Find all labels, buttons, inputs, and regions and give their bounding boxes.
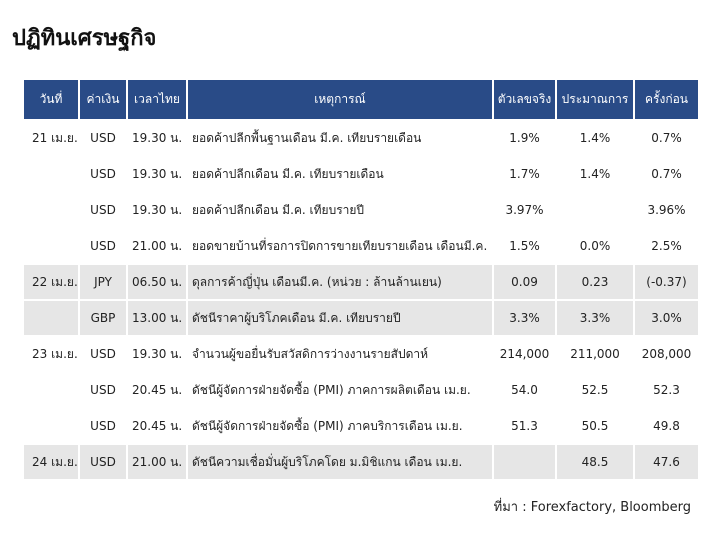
forecast-cell: 1.4% <box>555 155 635 193</box>
date-cell <box>22 191 80 229</box>
header-row: วันที่ ค่าเงิน เวลาไทย เหตุการณ์ ตัวเลขจริงป… <box>22 80 700 121</box>
header-cell: ประมาณการ <box>555 80 635 121</box>
header-cell: วันที่ <box>22 80 80 121</box>
forecast-cell: 0.0% <box>555 227 635 265</box>
header-cell: ค่าเงิน <box>78 80 128 121</box>
title: ปฏิทินเศรษฐกิจ <box>12 26 157 51</box>
date-cell: 21 เม.ย. <box>22 119 80 157</box>
currency-cell: USD <box>78 191 128 229</box>
forecast-cell: 52.5 <box>555 371 635 409</box>
previous-cell: 52.3 <box>633 371 700 409</box>
date-cell: 23 เม.ย. <box>22 335 80 373</box>
previous-cell: 0.7% <box>633 119 700 157</box>
source-note: ที่มา : Forexfactory, Bloomberg <box>493 500 691 515</box>
header-cell: เวลาไทย <box>126 80 188 121</box>
actual-cell <box>492 443 557 481</box>
header-cell: เหตุการณ์ <box>186 80 494 121</box>
currency-cell: USD <box>78 227 128 265</box>
actual-cell: 0.09 <box>492 263 557 301</box>
event-cell: ดัชนีผู้จัดการฝ่ายจัดซื้อ (PMI) ภาคการผล… <box>186 371 494 409</box>
previous-cell: 3.0% <box>633 299 700 337</box>
time-cell: 19.30 น. <box>126 155 188 193</box>
header-cell: ครั้งก่อน <box>633 80 700 121</box>
event-cell: ยอดขายบ้านที่รอการปิดการขายเทียบรายเดือน… <box>186 227 494 265</box>
forecast-cell: 3.3% <box>555 299 635 337</box>
time-cell: 21.00 น. <box>126 443 188 481</box>
table-row: 23 เม.ย. USD 19.30 น. จำนวนผู้ขอยื่นรับสวัส… <box>22 335 700 373</box>
date-cell <box>22 227 80 265</box>
table-row: 24 เม.ย. USD 21.00 น. ดัชนีความเชื่อมั่นผู้… <box>22 443 700 481</box>
event-cell: ดัชนีความเชื่อมั่นผู้บริโภคโดย ม.มิชิแกน… <box>186 443 494 481</box>
table-row: 21 เม.ย. USD 19.30 น. ยอดค้าปลีกพื้นฐานเดือ… <box>22 119 700 157</box>
time-cell: 20.45 น. <box>126 407 188 445</box>
previous-cell: 3.96% <box>633 191 700 229</box>
currency-cell: GBP <box>78 299 128 337</box>
currency-cell: USD <box>78 443 128 481</box>
date-cell: 22 เม.ย. <box>22 263 80 301</box>
table-row: USD 19.30 น. ยอดค้าปลีกเดือน มี.ค. เทียบรา… <box>22 155 700 193</box>
table-body: 21 เม.ย. USD 19.30 น. ยอดค้าปลีกพื้นฐานเดือ… <box>22 119 700 481</box>
time-cell: 19.30 น. <box>126 119 188 157</box>
forecast-cell: 0.23 <box>555 263 635 301</box>
currency-cell: JPY <box>78 263 128 301</box>
actual-cell: 214,000 <box>492 335 557 373</box>
actual-cell: 51.3 <box>492 407 557 445</box>
previous-cell: 47.6 <box>633 443 700 481</box>
date-cell <box>22 155 80 193</box>
actual-cell: 1.5% <box>492 227 557 265</box>
event-cell: จำนวนผู้ขอยื่นรับสวัสดิการว่างงานรายสัปด… <box>186 335 494 373</box>
currency-cell: USD <box>78 407 128 445</box>
previous-cell: 2.5% <box>633 227 700 265</box>
forecast-cell: 50.5 <box>555 407 635 445</box>
event-cell: ยอดค้าปลีกพื้นฐานเดือน มี.ค. เทียบรายเดื… <box>186 119 494 157</box>
actual-cell: 1.7% <box>492 155 557 193</box>
table-row: USD 21.00 น. ยอดขายบ้านที่รอการปิดการขายเท… <box>22 227 700 265</box>
forecast-cell <box>555 191 635 229</box>
date-cell <box>22 371 80 409</box>
table-row: USD 20.45 น. ดัชนีผู้จัดการฝ่ายจัดซื้อ (PM… <box>22 371 700 409</box>
event-cell: ดุลการค้าญี่ปุ่น เดือนมี.ค. (หน่วย : ล้า… <box>186 263 494 301</box>
previous-cell: (-0.37) <box>633 263 700 301</box>
table-row: USD 19.30 น. ยอดค้าปลีกเดือน มี.ค. เทียบรา… <box>22 191 700 229</box>
event-cell: ดัชนีผู้จัดการฝ่ายจัดซื้อ (PMI) ภาคบริกา… <box>186 407 494 445</box>
time-cell: 20.45 น. <box>126 371 188 409</box>
currency-cell: USD <box>78 155 128 193</box>
time-cell: 13.00 น. <box>126 299 188 337</box>
time-cell: 21.00 น. <box>126 227 188 265</box>
previous-cell: 208,000 <box>633 335 700 373</box>
currency-cell: USD <box>78 335 128 373</box>
header-cell: ตัวเลขจริง <box>492 80 557 121</box>
actual-cell: 3.3% <box>492 299 557 337</box>
event-cell: ยอดค้าปลีกเดือน มี.ค. เทียบรายเดือน <box>186 155 494 193</box>
currency-cell: USD <box>78 371 128 409</box>
time-cell: 19.30 น. <box>126 191 188 229</box>
date-cell: 24 เม.ย. <box>22 443 80 481</box>
date-cell <box>22 407 80 445</box>
table-row: 22 เม.ย. JPY 06.50 น. ดุลการค้าญี่ปุ่น เดือ… <box>22 263 700 301</box>
table-row: USD 20.45 น. ดัชนีผู้จัดการฝ่ายจัดซื้อ (PM… <box>22 407 700 445</box>
actual-cell: 3.97% <box>492 191 557 229</box>
time-cell: 19.30 น. <box>126 335 188 373</box>
forecast-cell: 1.4% <box>555 119 635 157</box>
currency-cell: USD <box>78 119 128 157</box>
time-cell: 06.50 น. <box>126 263 188 301</box>
event-cell: ยอดค้าปลีกเดือน มี.ค. เทียบรายปี <box>186 191 494 229</box>
calendar-table: วันที่ ค่าเงิน เวลาไทย เหตุการณ์ ตัวเลขจริงป… <box>22 80 700 481</box>
actual-cell: 1.9% <box>492 119 557 157</box>
previous-cell: 0.7% <box>633 155 700 193</box>
forecast-cell: 48.5 <box>555 443 635 481</box>
forecast-cell: 211,000 <box>555 335 635 373</box>
previous-cell: 49.8 <box>633 407 700 445</box>
event-cell: ดัชนีราคาผู้บริโภคเดือน มี.ค. เทียบรายปี <box>186 299 494 337</box>
table-row: GBP 13.00 น. ดัชนีราคาผู้บริโภคเดือน มี.ค.… <box>22 299 700 337</box>
actual-cell: 54.0 <box>492 371 557 409</box>
date-cell <box>22 299 80 337</box>
